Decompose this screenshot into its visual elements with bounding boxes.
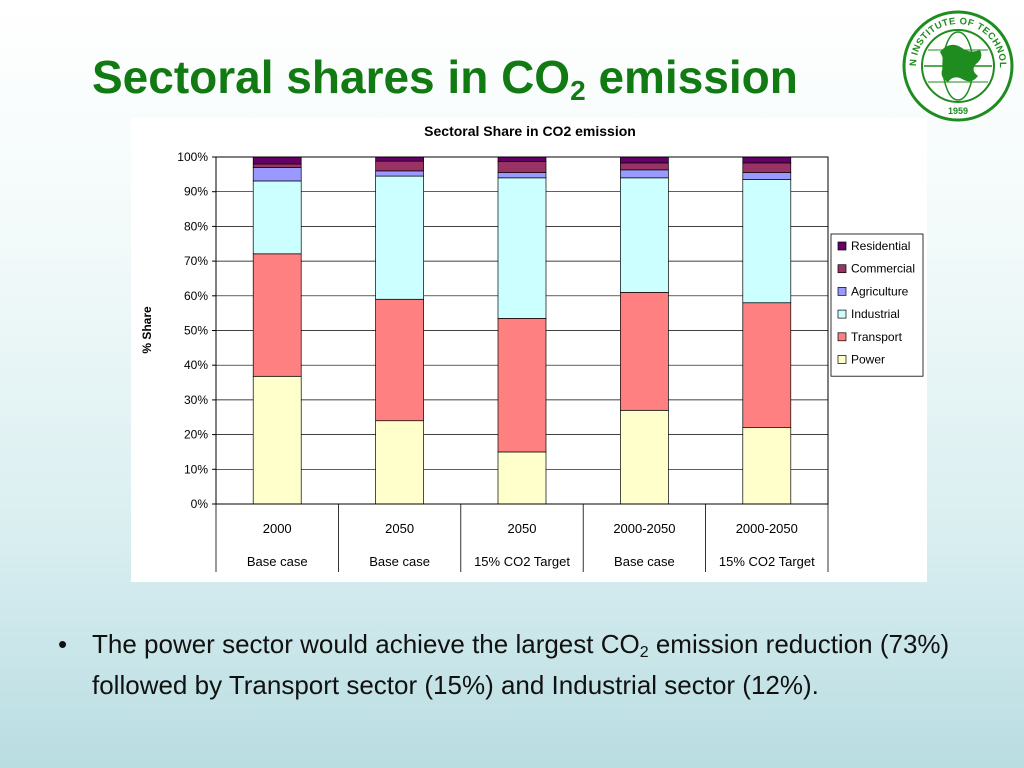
bar-segment-power <box>620 409 669 505</box>
bar-segment-industrial <box>375 175 424 300</box>
bar-segment-transport <box>252 253 302 377</box>
x-tick-label-case: Base case <box>614 554 675 569</box>
axes: 0% 10% 20% 30% 40% 50% 60% 70% 80% 90% 100% 2000 Bas… <box>177 150 829 572</box>
bar-segment-commercial <box>252 163 302 168</box>
y-tick-label: 60% <box>184 289 208 303</box>
bar-segment-residential <box>375 156 424 162</box>
legend-label-residential: Residential <box>851 239 910 253</box>
bar-segment-agriculture <box>252 167 302 182</box>
bar-segment-transport <box>742 302 792 429</box>
slide-title-subscript: 2 <box>570 75 586 106</box>
ait-seal-logo-icon: ASIAN INSTITUTE OF TECHNOLOGY 1959 <box>902 10 1014 122</box>
y-tick-label: 10% <box>184 462 208 476</box>
legend: Residential Commercial Agriculture Industri… <box>830 233 924 377</box>
x-tick-label-year: 2050 <box>508 521 537 536</box>
bar-segment-agriculture <box>375 170 424 177</box>
y-tick-label: 30% <box>184 393 208 407</box>
bar-segment-commercial <box>375 160 424 172</box>
bar-segment-power <box>252 375 302 505</box>
legend-label-agriculture: Agriculture <box>851 284 909 298</box>
logo-year: 1959 <box>948 106 968 116</box>
legend-swatch-transport <box>837 332 847 342</box>
bar-segment-agriculture <box>497 172 547 179</box>
legend-box <box>830 233 924 377</box>
legend-swatch-commercial <box>837 264 847 274</box>
stacked-bar-chart: Sectoral Share in CO2 emission % Share 0… <box>140 123 924 572</box>
x-tick-label-year: 2000-2050 <box>613 521 675 536</box>
bullet-symbol: • <box>58 629 68 659</box>
x-tick-label-year: 2000-2050 <box>736 521 798 536</box>
y-tick-label: 90% <box>184 185 208 199</box>
bar-segment-industrial <box>742 179 792 304</box>
bar-segment-power <box>742 427 792 505</box>
bar-segment-agriculture <box>742 172 792 180</box>
legend-label-transport: Transport <box>851 330 903 344</box>
y-tick-label: 40% <box>184 358 208 372</box>
bar-segment-transport <box>497 318 547 453</box>
bar-segment-transport <box>375 298 424 422</box>
bar-segment-agriculture <box>620 169 669 179</box>
x-tick-label-case: 15% CO2 Target <box>474 554 570 569</box>
legend-swatch-agriculture <box>837 287 847 296</box>
y-tick-label: 100% <box>177 150 208 164</box>
bar-segment-residential <box>742 156 792 164</box>
legend-label-commercial: Commercial <box>851 262 915 276</box>
bar-segment-commercial <box>742 162 792 173</box>
x-tick-label-case: Base case <box>369 554 430 569</box>
bar-segment-power <box>497 451 547 505</box>
legend-swatch-industrial <box>837 309 847 319</box>
y-tick-label: 0% <box>191 497 209 511</box>
y-tick-label: 50% <box>184 324 208 338</box>
chart-title: Sectoral Share in CO2 emission <box>424 123 636 139</box>
slide-title-text: Sectoral shares in CO <box>92 51 571 103</box>
bullet-text-end: emission reduction (73%) followed by Tra… <box>92 629 950 700</box>
x-tick-label-year: 2050 <box>385 521 414 536</box>
y-tick-label: 70% <box>184 254 208 268</box>
slide-title: Sectoral shares in CO2 emission <box>92 50 798 107</box>
x-tick-label-case: Base case <box>247 554 308 569</box>
x-tick-label-case: 15% CO2 Target <box>719 554 815 569</box>
y-tick-label: 80% <box>184 219 208 233</box>
bar-segment-commercial <box>497 161 547 173</box>
legend-swatch-power <box>837 355 847 364</box>
x-tick-label-year: 2000 <box>263 521 292 536</box>
bar-segment-industrial <box>620 177 669 293</box>
bar-segment-power <box>375 420 424 505</box>
plot-frame <box>215 156 829 505</box>
y-axis-label: % Share <box>140 306 154 354</box>
legend-swatch-residential <box>837 241 847 251</box>
bar-segment-commercial <box>620 162 669 171</box>
bar-segment-residential <box>620 156 669 164</box>
bullet-subscript: 2 <box>639 644 649 661</box>
bar-segment-transport <box>620 291 669 411</box>
bars <box>252 156 792 505</box>
slide-title-text-end: emission <box>585 51 798 103</box>
bar-segment-industrial <box>252 180 302 255</box>
bullet-text: The power sector would achieve the large… <box>92 628 992 701</box>
y-tick-label: 20% <box>184 428 208 442</box>
bar-segment-residential <box>497 156 547 162</box>
legend-label-industrial: Industrial <box>851 307 900 321</box>
legend-label-power: Power <box>851 353 885 367</box>
bullet-text-start: The power sector would achieve the large… <box>92 629 640 659</box>
bar-segment-residential <box>252 156 302 165</box>
chart-panel: Sectoral Share in CO2 emission % Share 0… <box>131 118 927 582</box>
bar-segment-industrial <box>497 177 547 319</box>
